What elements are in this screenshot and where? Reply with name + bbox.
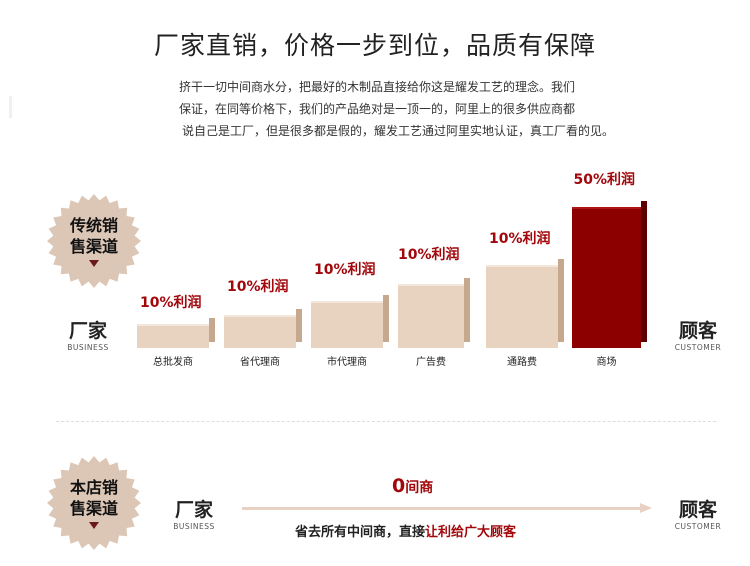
step-label: 通路费 xyxy=(507,357,537,368)
step-profit: 50%利润 xyxy=(573,172,636,188)
traditional-business: 厂家 BUSINESS xyxy=(58,316,118,352)
badge-seal-icon xyxy=(47,456,141,550)
step-bar xyxy=(224,309,302,348)
step-label: 广告费 xyxy=(416,357,446,368)
intro-line-2: 保证，在同等价格下，我们的产品绝对是一顶一的，阿里上的很多供应商都 xyxy=(179,102,576,116)
our-customer: 顾客 CUSTOMER xyxy=(667,495,729,531)
badge-line-1: 本店销 xyxy=(69,478,118,497)
step-profit: 10%利润 xyxy=(227,279,289,295)
down-triangle-icon xyxy=(89,522,99,529)
middleman-count: 0 xyxy=(392,475,406,497)
step-profit: 10%利润 xyxy=(489,231,551,247)
traditional-channel-badge: 传统销 售渠道 xyxy=(46,193,142,289)
middleman-text: 间商 xyxy=(405,480,434,496)
business-en: BUSINESS xyxy=(67,343,109,352)
step-label: 市代理商 xyxy=(327,357,367,368)
step-profit: 10%利润 xyxy=(140,295,202,311)
page-title: 厂家直销，价格一步到位，品质有保障 xyxy=(153,31,596,60)
step-bar xyxy=(137,318,215,348)
direct-arrow-line xyxy=(242,507,642,510)
our-channel-badge: 本店销 售渠道 xyxy=(46,455,142,551)
step-bar xyxy=(398,278,470,348)
save-prefix: 省去所有中间商，直接 xyxy=(295,525,426,540)
step-label: 商场 xyxy=(596,357,617,368)
step-label: 省代理商 xyxy=(240,357,280,368)
intro-line-1: 挤干一切中间商水分，把最好的木制品直接给你这是耀发工艺的理念。我们 xyxy=(179,80,576,94)
section-divider xyxy=(56,421,716,422)
arrow-right-icon xyxy=(640,503,652,513)
decorative-mark xyxy=(9,96,12,118)
customer-label: 顾客 xyxy=(678,320,717,342)
down-triangle-icon xyxy=(89,260,99,267)
step-bar xyxy=(486,259,564,348)
our-business: 厂家 BUSINESS xyxy=(164,495,224,531)
customer-en: CUSTOMER xyxy=(674,343,722,352)
save-statement: 省去所有中间商，直接让利给广大顾客 xyxy=(295,521,516,540)
business-en: BUSINESS xyxy=(173,522,215,531)
badge-line-2: 售渠道 xyxy=(69,499,118,518)
traditional-customer: 顾客 CUSTOMER xyxy=(667,316,729,352)
customer-en: CUSTOMER xyxy=(674,522,722,531)
badge-seal-icon xyxy=(47,194,141,288)
badge-line-2: 售渠道 xyxy=(69,237,118,256)
save-highlight: 让利给广大顾客 xyxy=(425,525,517,540)
step-bar xyxy=(311,295,389,348)
step-profit: 10%利润 xyxy=(314,262,376,278)
zero-middleman: 0间商 xyxy=(392,475,433,497)
step-bar xyxy=(572,201,647,348)
badge-line-1: 传统销 xyxy=(69,216,118,235)
step-label: 总批发商 xyxy=(153,357,193,368)
intro-line-3: 说自己是工厂，但是很多都是假的，耀发工艺通过阿里实地认证，真工厂看的见。 xyxy=(182,124,615,138)
customer-label: 顾客 xyxy=(678,499,717,521)
business-label: 厂家 xyxy=(68,320,107,342)
business-label: 厂家 xyxy=(174,499,213,521)
step-profit: 10%利润 xyxy=(398,247,460,263)
